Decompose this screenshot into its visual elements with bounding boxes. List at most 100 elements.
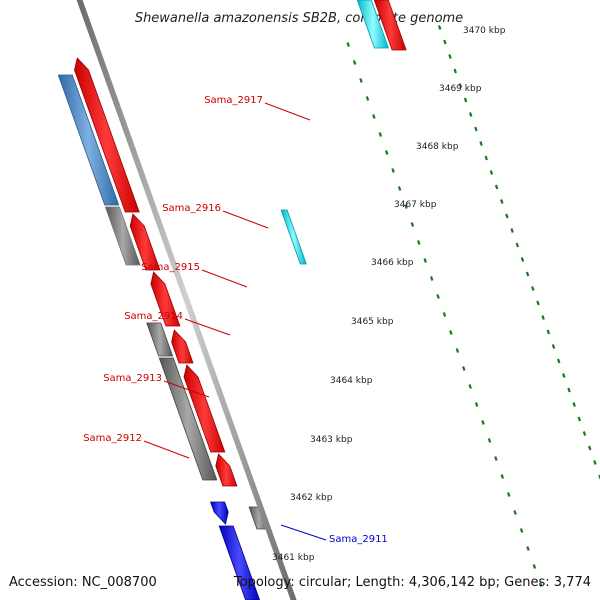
left-tick-dot	[352, 60, 357, 65]
right-tick-dot	[479, 141, 483, 146]
right-tick-dot	[556, 358, 561, 364]
kbp-label: 3465 kbp	[351, 317, 394, 327]
red-feature-sama-2912	[215, 453, 238, 487]
right-tick-dot	[520, 257, 525, 262]
gray-feature-sama-2914	[146, 322, 174, 357]
right-tick-dot	[587, 445, 592, 451]
red-feature-sama-2913	[183, 364, 226, 453]
right-tick-dot	[458, 83, 463, 88]
left-tick-dot	[410, 222, 415, 227]
right-tick-dot	[510, 228, 514, 233]
left-tick-dot	[539, 582, 543, 587]
cyan-feature-top	[356, 0, 389, 49]
right-tick-dot	[567, 387, 571, 393]
kbp-label: 3461 kbp	[272, 553, 315, 563]
gene-leader-line	[184, 318, 231, 336]
red-feature-sama-2916	[129, 213, 161, 271]
left-tick-dot	[372, 114, 376, 119]
blue-feature-sama-2911	[218, 525, 261, 600]
right-tick-dot	[474, 126, 478, 132]
red-feature-sama-2915	[150, 271, 181, 327]
left-tick-dot	[462, 366, 466, 371]
right-tick-dot	[572, 402, 576, 407]
right-tick-dot	[551, 344, 556, 349]
left-tick-dot	[449, 330, 453, 335]
gray-feature-sama-2913	[158, 357, 218, 481]
gene-label: Sama_2916	[162, 203, 221, 214]
right-tick-dot	[494, 184, 499, 190]
gene-label: Sama_2914	[124, 311, 183, 322]
left-tick-dot	[519, 528, 524, 533]
red-feature-top	[373, 0, 407, 51]
steel-blue-feature	[57, 74, 120, 206]
right-tick-dot	[515, 242, 520, 248]
right-tick-dot	[489, 170, 494, 175]
left-tick-dot	[359, 78, 363, 83]
right-tick-dot	[562, 373, 566, 378]
kbp-scale: 3470 kbp 3469 kbp 3468 kbp 3467 kbp 3466 kbp…	[272, 26, 506, 563]
dotted-tick-lines	[346, 25, 600, 587]
right-tick-dot	[463, 97, 468, 103]
right-tick-dot	[593, 460, 597, 465]
right-tick-dot	[484, 155, 488, 161]
left-tick-dot	[468, 384, 472, 389]
gene-leader-line	[280, 524, 327, 541]
right-tick-dot	[468, 112, 473, 117]
kbp-label: 3464 kbp	[330, 376, 373, 386]
right-tick-dot	[443, 39, 447, 45]
left-tick-dot	[526, 546, 530, 551]
gene-label: Sama_2917	[204, 95, 263, 106]
gene-labels: Sama_2917 Sama_2916 Sama_2915 Sama_2914 Sama…	[83, 95, 388, 545]
right-tick-dot	[505, 213, 509, 219]
gene-label: Sama_2913	[103, 373, 162, 384]
kbp-label: 3470 kbp	[463, 26, 506, 36]
left-tick-dot	[481, 420, 485, 425]
left-tick-dot	[513, 510, 517, 515]
gene-leader-line	[201, 269, 248, 288]
right-tick-dot	[536, 300, 540, 306]
right-tick-dot	[453, 68, 457, 74]
left-tick-dot	[532, 564, 537, 569]
kbp-label: 3463 kbp	[310, 435, 353, 445]
right-tick-dot	[541, 315, 545, 320]
backbone-line	[76, 0, 297, 600]
right-tick-dot	[437, 25, 442, 30]
left-tick-dot	[346, 42, 350, 47]
left-tick-dot	[506, 492, 511, 497]
genome-summary: Topology: circular; Length: 4,306,142 bp…	[233, 575, 591, 590]
gene-leader-line	[163, 380, 210, 398]
left-tick-dot	[397, 186, 402, 191]
gene-leader-line	[143, 440, 190, 459]
left-tick-dot	[500, 474, 505, 479]
red-feature-sama-2917	[74, 57, 140, 213]
right-tick-dot	[546, 329, 551, 335]
left-tick-dot	[365, 96, 370, 101]
left-tick-dot	[384, 150, 389, 155]
right-tick-dot	[525, 271, 530, 277]
left-tick-dot	[378, 132, 383, 137]
left-tick-dot	[494, 456, 498, 461]
kbp-label: 3467 kbp	[394, 200, 437, 210]
right-tick-dot	[531, 286, 535, 291]
left-tick-dot	[436, 294, 440, 299]
cyan-feature-sama-2916	[280, 209, 307, 265]
left-tick-dot	[442, 312, 447, 317]
feature-tracks	[57, 0, 407, 600]
right-tick-dot	[500, 199, 504, 204]
kbp-label: 3469 kbp	[439, 84, 482, 94]
left-tick-dot	[391, 168, 395, 173]
blue-feature-sama-2911-head	[210, 501, 229, 525]
left-tick-dot	[417, 240, 421, 245]
accession-label: Accession: NC_008700	[9, 575, 157, 590]
gene-leader-line	[264, 102, 311, 121]
kbp-label: 3466 kbp	[371, 258, 414, 268]
left-tick-dot	[487, 438, 492, 443]
gray-feature-sama-2916	[104, 206, 141, 266]
backbone-track	[76, 0, 297, 600]
left-tick-dot	[429, 276, 434, 281]
red-feature-sama-2914	[171, 329, 194, 364]
gene-label: Sama_2915	[141, 262, 200, 273]
gene-label: Sama_2911	[329, 534, 388, 545]
left-tick-dot	[423, 258, 427, 263]
